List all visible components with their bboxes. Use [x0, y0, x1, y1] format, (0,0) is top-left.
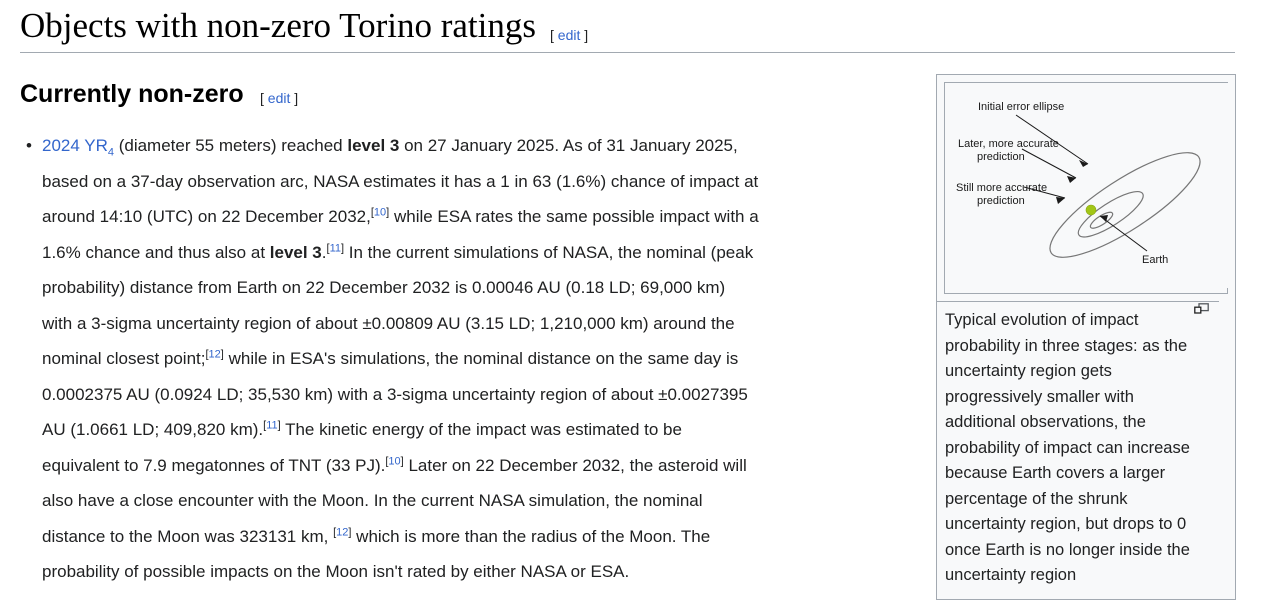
- svg-text:prediction: prediction: [977, 151, 1025, 163]
- svg-text:prediction: prediction: [977, 195, 1025, 207]
- svg-text:Earth: Earth: [1142, 254, 1168, 266]
- svg-text:Initial error ellipse: Initial error ellipse: [978, 101, 1064, 113]
- svg-text:Later, more accurate: Later, more accurate: [958, 138, 1059, 150]
- svg-text:Still more accurate: Still more accurate: [956, 182, 1047, 194]
